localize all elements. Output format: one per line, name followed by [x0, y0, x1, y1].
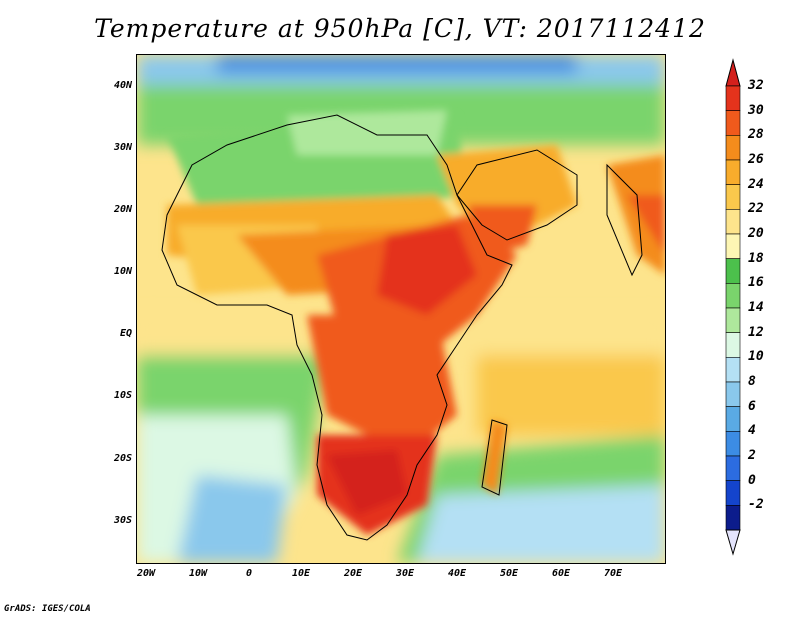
- colorbar-swatch: [725, 505, 741, 531]
- credit-label: GrADS: IGES/COLA: [4, 604, 91, 614]
- lon-label: 10E: [291, 568, 311, 579]
- lat-label: 30N: [113, 142, 132, 153]
- colorbar-swatch: [725, 431, 741, 457]
- lon-label: 50E: [499, 568, 519, 579]
- colorbar-swatch: [725, 184, 741, 210]
- lon-label: 30E: [395, 568, 415, 579]
- temperature-map: [136, 54, 666, 564]
- colorbar-label: 26: [748, 152, 764, 167]
- temperature-field: [137, 55, 665, 563]
- colorbar-max-arrow: [725, 58, 741, 87]
- colorbar-label: 20: [748, 226, 764, 241]
- colorbar-min-arrow: [725, 529, 741, 556]
- colorbar-swatch: [725, 283, 741, 309]
- colorbar-swatch: [725, 480, 741, 506]
- colorbar-label: 30: [748, 102, 764, 118]
- colorbar-swatch: [725, 209, 741, 235]
- colorbar-swatch: [725, 381, 741, 407]
- colorbar-label: 32: [748, 78, 764, 93]
- lon-label: 20E: [343, 568, 363, 579]
- colorbar-label: 14: [748, 300, 764, 315]
- lon-label: 70E: [603, 568, 623, 579]
- lat-label: 20N: [113, 204, 132, 215]
- lat-label: EQ: [119, 328, 132, 339]
- africa-coastline: [161, 114, 513, 541]
- colorbar-label: 18: [748, 250, 764, 266]
- colorbar-swatch: [725, 110, 741, 136]
- colorbar-swatch: [725, 332, 741, 358]
- lat-label: 10S: [113, 390, 132, 401]
- madagascar-coastline: [481, 419, 508, 496]
- lat-label: 10N: [113, 266, 132, 277]
- colorbar-label: 22: [748, 201, 764, 217]
- map-title: Temperature at 950hPa [C], VT: 201711241…: [94, 14, 706, 43]
- colorbar-label: 8: [748, 374, 756, 389]
- lat-label: 20S: [113, 453, 132, 464]
- colorbar-label: 0: [748, 472, 756, 488]
- lon-label: 60E: [551, 568, 571, 579]
- colorbar-label: 10: [748, 349, 764, 365]
- colorbar-swatch: [725, 85, 741, 111]
- lon-label: 20W: [136, 568, 156, 579]
- lat-label: 40N: [113, 80, 132, 91]
- colorbar-label: 4: [748, 423, 756, 439]
- colorbar-swatch: [725, 135, 741, 161]
- colorbar-swatch: [725, 455, 741, 481]
- colorbar-swatch: [725, 233, 741, 259]
- colorbar-swatch: [725, 307, 741, 333]
- lon-label: 40E: [447, 568, 467, 579]
- lon-label: 10W: [188, 568, 208, 579]
- colorbar-swatch: [725, 258, 741, 284]
- colorbar-swatch: [725, 159, 741, 185]
- colorbar-label: 16: [748, 275, 764, 291]
- colorbar-label: -2: [748, 497, 764, 513]
- colorbar-swatch: [725, 357, 741, 383]
- arabia-coastline: [456, 149, 578, 241]
- lon-label: 0: [245, 568, 253, 579]
- colorbar-swatch: [725, 406, 741, 432]
- colorbar-label: 6: [748, 398, 756, 414]
- colorbar-label: 24: [748, 176, 764, 192]
- colorbar-label: 28: [748, 127, 764, 143]
- colorbar-label: 2: [748, 448, 756, 463]
- colorbar-label: 12: [748, 324, 764, 340]
- lat-label: 30S: [113, 515, 132, 526]
- india-coastline: [606, 163, 643, 277]
